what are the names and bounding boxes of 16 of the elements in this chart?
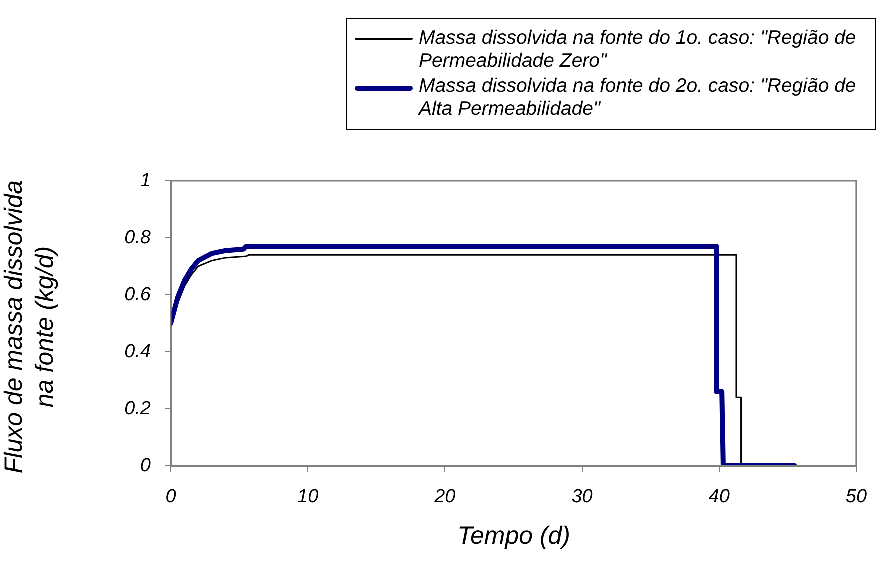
y-tick-label: 0.8 bbox=[124, 227, 152, 248]
y-tick-label: 0.2 bbox=[124, 398, 152, 420]
x-tick-label: 50 bbox=[846, 486, 868, 508]
x-tick-label: 30 bbox=[572, 486, 594, 508]
x-tick-label: 0 bbox=[166, 486, 177, 508]
y-tick-label: 0 bbox=[140, 455, 152, 476]
x-tick-label: 40 bbox=[708, 486, 730, 508]
y-axis-title: Fluxo de massa dissolvida na fonte (kg/d) bbox=[0, 179, 60, 476]
legend-label: Massa dissolvida na fonte do 1o. caso: "Região de Permeabilidade Zero" bbox=[419, 27, 858, 73]
x-axis-title: Tempo (d) bbox=[456, 522, 572, 551]
legend-label: Massa dissolvida na fonte do 2o. caso: "Região de Alta Permeabilidade" bbox=[419, 75, 858, 121]
y-tick-label: 0.4 bbox=[124, 341, 151, 362]
y-tick-label: 1 bbox=[140, 170, 151, 192]
x-tick-label: 20 bbox=[434, 486, 456, 508]
y-tick-label: 0.6 bbox=[124, 284, 152, 306]
x-tick-label: 10 bbox=[298, 486, 320, 508]
